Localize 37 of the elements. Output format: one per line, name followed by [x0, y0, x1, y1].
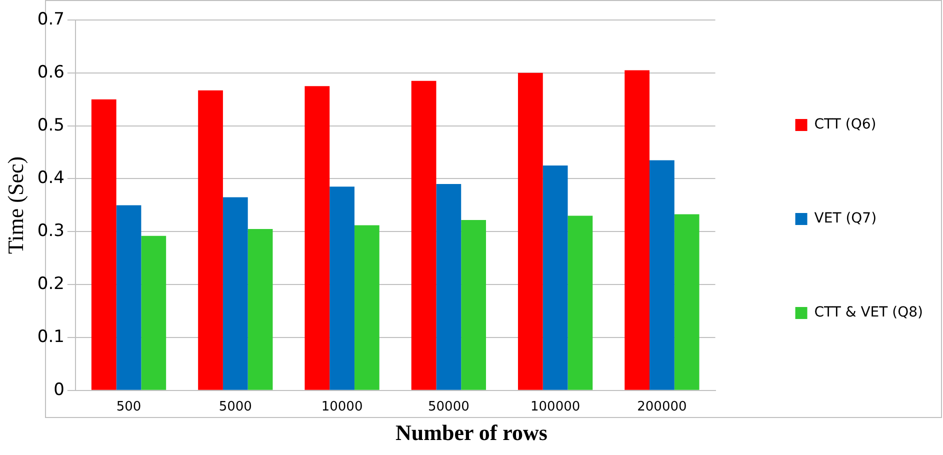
- bar: [461, 220, 486, 390]
- bar: [248, 229, 273, 390]
- bar: [411, 80, 436, 390]
- x-tick-label: 100000: [530, 400, 580, 415]
- x-tick-label: 5000: [218, 400, 252, 415]
- bar: [650, 160, 674, 390]
- bar: [436, 184, 462, 390]
- legend-label: CTT (Q6): [814, 116, 876, 133]
- bar: [222, 197, 248, 390]
- x-tick-label: 500: [116, 400, 142, 415]
- legend-label: VET (Q7): [814, 210, 877, 227]
- y-tick-label: 0.1: [37, 326, 64, 347]
- bar: [116, 205, 142, 390]
- bar: [91, 99, 116, 390]
- bar: [198, 90, 223, 390]
- bar: [624, 70, 650, 390]
- y-tick-label: 0.5: [37, 115, 64, 136]
- bar: [304, 86, 330, 390]
- bar: [568, 216, 593, 390]
- x-tick-label: 50000: [428, 400, 470, 415]
- bar: [542, 166, 568, 390]
- bar: [674, 214, 700, 390]
- x-axis-title: Number of rows: [394, 420, 548, 446]
- y-tick-label: 0.4: [37, 168, 64, 188]
- x-tick-label: 10000: [321, 400, 363, 415]
- y-tick-label: 0.6: [37, 62, 64, 82]
- y-tick-label: 0.3: [37, 221, 64, 242]
- y-axis-title: Time (Sec): [2, 156, 28, 254]
- bar: [518, 72, 543, 390]
- y-tick-label: 0.7: [37, 9, 64, 30]
- y-tick-label: 0.2: [37, 274, 64, 294]
- x-tick-label: 200000: [637, 400, 687, 415]
- y-tick-label: 0: [54, 380, 64, 400]
- bar: [141, 236, 166, 390]
- bar: [330, 186, 354, 390]
- legend-label: CTT & VET (Q8): [814, 304, 924, 321]
- bar: [354, 225, 380, 390]
